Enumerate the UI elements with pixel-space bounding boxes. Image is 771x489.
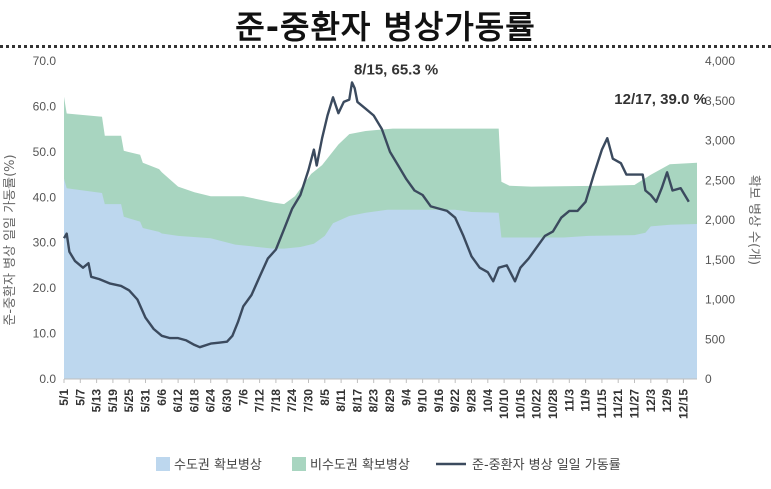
legend-label-occupancy: 준-중환자 병상 일일 가동률 [472, 458, 621, 473]
x-tick-label: 12/3 [644, 389, 658, 413]
y-left-axis-label: 준-중환자 병상 일일 가동률(%) [3, 154, 18, 325]
x-tick-label: 9/10 [416, 389, 430, 413]
x-tick-label: 8/11 [334, 389, 348, 412]
x-tick-label: 6/18 [187, 389, 201, 413]
y-left-tick-label: 60.0 [33, 99, 57, 113]
legend-label-non-capital: 비수도권 확보병상 [310, 458, 410, 473]
legend-swatch-non-capital [292, 457, 306, 471]
x-tick-label: 7/12 [253, 389, 267, 413]
x-tick-label: 9/16 [432, 389, 446, 413]
x-tick-label: 10/4 [481, 389, 495, 413]
x-tick-label: 8/29 [383, 389, 397, 413]
x-tick-label: 10/22 [530, 389, 544, 419]
legend-label-capital: 수도권 확보병상 [174, 458, 262, 473]
annotation-latest: 12/17, 39.0 % [614, 91, 707, 108]
x-tick-label: 7/30 [302, 389, 316, 413]
area-layer [64, 96, 697, 380]
x-tick-label: 12/9 [660, 389, 674, 413]
y-right-tick-label: 3,000 [705, 134, 735, 148]
area-series-capital [64, 178, 697, 379]
x-tick-label: 9/22 [448, 389, 462, 413]
x-tick-label: 12/15 [676, 389, 690, 419]
x-tick-label: 5/25 [122, 389, 136, 413]
y-right-tick-label: 2,500 [705, 173, 735, 187]
line-series-occupancy [62, 81, 690, 349]
x-tick-label: 5/1 [57, 389, 71, 406]
annotation-layer: 8/15, 65.3 % 12/17, 39.0 % [354, 61, 707, 107]
y-right-tick-label: 3,500 [705, 94, 735, 108]
y-right-tick-label: 500 [705, 332, 725, 346]
x-tick-label: 7/18 [269, 389, 283, 413]
x-tick-label: 11/3 [562, 389, 576, 412]
x-tick-label: 6/24 [204, 389, 218, 413]
x-tick-label: 9/4 [399, 389, 413, 406]
y-left-tick-label: 10.0 [33, 327, 57, 341]
x-tick-label: 10/28 [546, 389, 560, 419]
y-right-tick-label: 1,000 [705, 293, 735, 307]
y-left-tick-label: 20.0 [33, 281, 57, 295]
line-layer [62, 81, 690, 349]
x-tick-label: 5/7 [73, 389, 87, 406]
x-tick-label: 6/30 [220, 389, 234, 413]
x-tick-label: 9/28 [465, 389, 479, 413]
legend-swatch-capital [156, 457, 170, 471]
x-tick-label: 5/19 [106, 389, 120, 413]
y-right-tick-label: 0 [705, 372, 712, 386]
x-tick-label: 10/10 [497, 389, 511, 419]
y-right-axis-label: 확보 병상 수(개) [746, 175, 761, 265]
annotation-peak: 8/15, 65.3 % [354, 61, 438, 78]
y-left-tick-label: 30.0 [33, 236, 57, 250]
title-dotted-divider [0, 45, 771, 48]
x-tick-label: 11/15 [595, 389, 609, 419]
x-tick-label: 6/12 [171, 389, 185, 413]
axes-layer: 0.0 10.0 20.0 30.0 40.0 50.0 60.0 70.0 0 500 1,000… [3, 54, 761, 419]
y-left-tick-label: 0.0 [39, 372, 56, 386]
x-tick-label: 7/24 [285, 389, 299, 413]
x-tick-label: 10/16 [513, 389, 527, 419]
legend: 수도권 확보병상 비수도권 확보병상 준-중환자 병상 일일 가동률 [156, 457, 621, 473]
x-tick-label: 5/31 [139, 389, 153, 413]
x-tick-label: 7/6 [236, 389, 250, 406]
x-tick-label: 6/6 [155, 389, 169, 406]
x-tick-label: 5/13 [90, 389, 104, 413]
y-right-tick-label: 2,000 [705, 213, 735, 227]
x-tick-label: 8/23 [367, 389, 381, 413]
x-tick-label: 11/9 [579, 389, 593, 412]
y-left-tick-label: 40.0 [33, 190, 57, 204]
x-tick-label: 11/21 [611, 389, 625, 419]
y-right-tick-label: 1,500 [705, 253, 735, 267]
x-tick-label: 8/5 [318, 389, 332, 406]
x-tick-label: 11/27 [628, 389, 642, 419]
y-left-tick-label: 70.0 [33, 54, 57, 68]
x-tick-label: 8/17 [350, 389, 364, 413]
y-left-tick-label: 50.0 [33, 145, 57, 159]
y-right-tick-label: 4,000 [705, 54, 735, 68]
chart-title: 준-중환자 병상가동률 [235, 8, 536, 46]
